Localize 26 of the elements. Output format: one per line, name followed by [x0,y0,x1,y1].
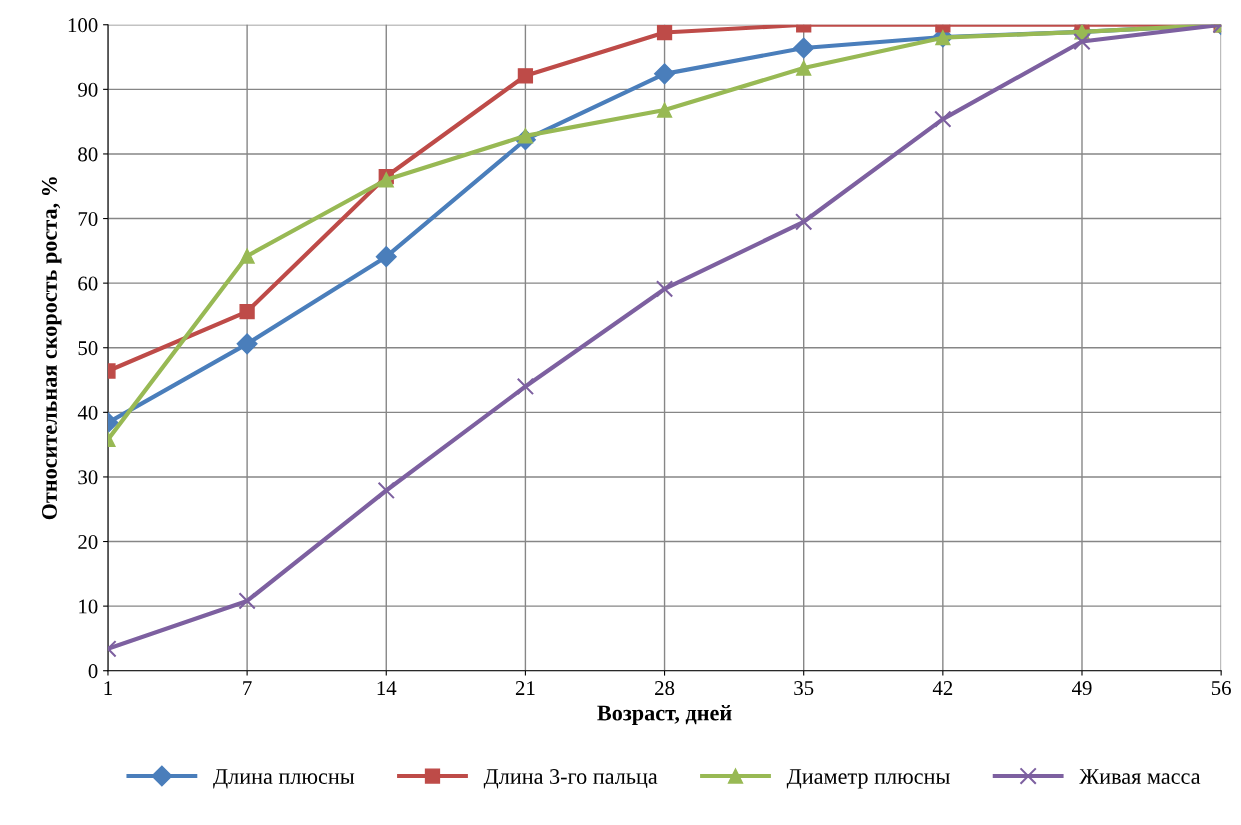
y-tick-label: 70 [78,211,98,226]
y-tick-label: 80 [78,147,98,162]
y-tick-label: 50 [78,341,98,356]
y-tick-label: 100 [68,18,98,33]
legend-label: Длина плюсны [213,769,355,789]
y-tick-label: 30 [78,470,98,485]
legend-label: Длина 3-го пальца [483,769,658,789]
x-tick-label: 7 [243,681,252,695]
y-axis-title: Относительная скорость роста, % [41,177,62,520]
y-tick-label: 0 [88,664,98,679]
x-tick-label: 35 [794,681,814,696]
y-tick-label: 90 [78,82,98,97]
x-tick-label: 56 [1211,681,1231,696]
legend-label: Диаметр плюсны [786,769,950,789]
x-tick-label: 49 [1071,681,1092,696]
x-axis-title: Возраст, дней [597,705,732,726]
y-tick-label: 40 [77,405,98,420]
y-tick-label: 10 [79,599,98,614]
legend-label: Живая масса [1079,769,1201,785]
x-tick-label: 1 [104,681,112,695]
x-tick-label: 42 [932,681,953,695]
x-tick-label: 28 [655,681,675,696]
y-tick-label: 60 [78,276,98,291]
x-tick-label: 14 [377,681,397,695]
x-tick-label: 21 [515,681,535,695]
y-tick-label: 20 [78,534,98,549]
